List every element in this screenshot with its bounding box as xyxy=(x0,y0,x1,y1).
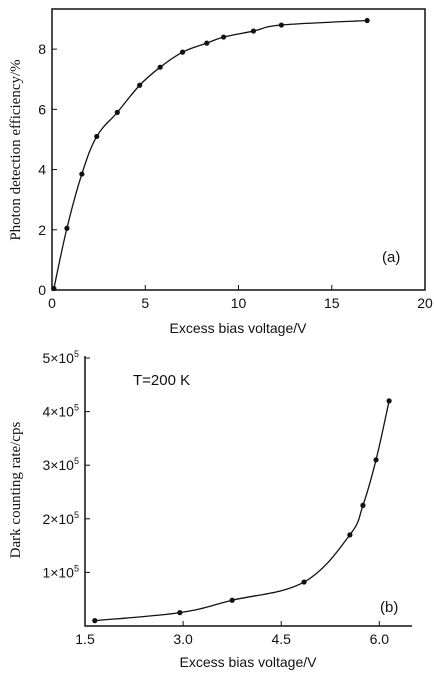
y-tick-label: 1×105 xyxy=(42,563,79,580)
plot-frame-a xyxy=(51,8,426,291)
y-tick-base: 3×10 xyxy=(42,457,74,473)
y-ticks-a: 0 2 4 6 8 xyxy=(38,41,57,298)
chart-panel-a: 0 2 4 6 8 0 5 10 15 20 Photon detection efficien… xyxy=(8,8,433,336)
y-tick-exponent: 5 xyxy=(74,349,79,359)
y-tick-base: 2×10 xyxy=(42,511,74,527)
x-axis-label-b: Excess bias voltage/V xyxy=(180,654,318,670)
series-line-a xyxy=(53,19,368,289)
y-tick-label: 4 xyxy=(38,162,46,178)
data-point xyxy=(114,109,120,115)
y-tick-label: 4×105 xyxy=(42,403,79,420)
data-point xyxy=(92,618,98,624)
y-tick-label: 2 xyxy=(38,222,46,238)
x-tick-label: 5 xyxy=(141,295,149,311)
data-point xyxy=(386,398,392,404)
y-tick-label: 6 xyxy=(38,101,46,117)
y-tick-base: 5×10 xyxy=(42,350,74,366)
data-point xyxy=(177,610,183,616)
temperature-annotation: T=200 K xyxy=(133,372,190,389)
x-tick-label: 10 xyxy=(231,295,247,311)
data-point xyxy=(360,502,366,508)
data-point xyxy=(229,597,235,603)
y-tick-exponent: 5 xyxy=(74,456,79,466)
data-point xyxy=(179,49,186,55)
y-tick-base: 4×10 xyxy=(42,404,74,420)
data-point xyxy=(364,17,370,24)
data-point xyxy=(373,457,379,463)
data-point xyxy=(51,285,57,292)
plot-axes-b xyxy=(84,356,412,627)
x-tick-label: 0 xyxy=(48,295,56,311)
data-point xyxy=(137,82,143,88)
series-line-b xyxy=(94,400,390,622)
data-point xyxy=(94,133,100,140)
data-point xyxy=(79,171,85,177)
data-point xyxy=(157,64,163,70)
data-point xyxy=(220,34,227,40)
panel-label-a: (a) xyxy=(382,249,400,266)
x-tick-label: 6.0 xyxy=(370,631,390,647)
data-point xyxy=(64,225,70,231)
data-point xyxy=(250,28,257,34)
y-tick-exponent: 5 xyxy=(74,563,79,573)
data-point xyxy=(204,40,210,46)
x-axis-label-a: Excess bias voltage/V xyxy=(170,320,308,336)
data-points-b xyxy=(92,398,392,624)
x-tick-label: 20 xyxy=(417,295,433,311)
panel-label-b: (b) xyxy=(380,599,398,616)
y-tick-label: 5×105 xyxy=(42,349,79,366)
data-point xyxy=(301,579,307,585)
x-tick-label: 3.0 xyxy=(173,631,193,647)
data-point xyxy=(347,532,353,538)
y-tick-label: 0 xyxy=(38,282,46,298)
y-tick-label: 8 xyxy=(38,41,46,57)
x-tick-label: 15 xyxy=(324,295,340,311)
y-tick-exponent: 5 xyxy=(74,403,79,413)
y-tick-exponent: 5 xyxy=(74,510,79,520)
y-tick-base: 1×10 xyxy=(42,564,74,580)
y-tick-label: 3×105 xyxy=(42,456,79,473)
x-tick-label: 1.5 xyxy=(75,631,95,647)
data-point xyxy=(278,22,284,28)
x-ticks-b: 1.5 3.0 4.5 6.0 xyxy=(75,621,389,647)
x-ticks-a: 0 5 10 15 20 xyxy=(48,285,433,311)
y-tick-label: 2×105 xyxy=(42,510,79,527)
y-axis-label-b: Dark counting rate/cps xyxy=(8,422,24,559)
y-axis-label-a: Photon detection efficiency/% xyxy=(8,59,24,240)
x-tick-label: 4.5 xyxy=(271,631,291,647)
data-points-a xyxy=(51,17,370,292)
